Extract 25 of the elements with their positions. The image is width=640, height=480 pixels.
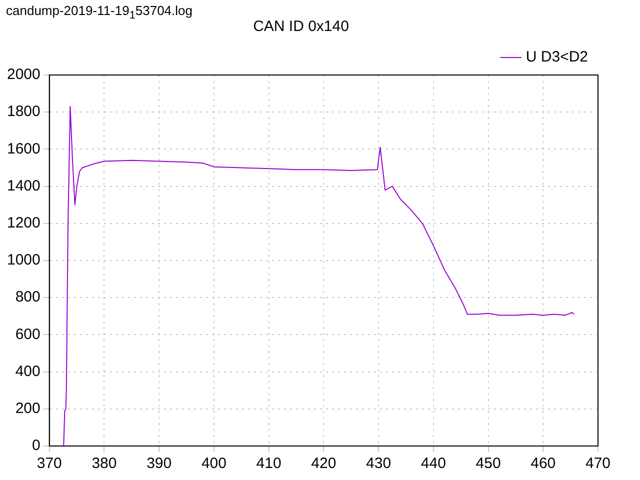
x-tick-label: 460 [530, 455, 556, 472]
x-tick-label: 390 [146, 455, 172, 472]
x-tick-label: 370 [36, 455, 62, 472]
y-tick-label: 400 [15, 362, 40, 380]
y-tick-label: 2000 [6, 66, 40, 84]
y-tick-label: 800 [15, 288, 40, 306]
y-tick-label: 1400 [6, 177, 40, 194]
y-tick-label: 1000 [6, 252, 40, 269]
y-tick-label: 1600 [6, 140, 40, 158]
legend-label: U D3<D2 [526, 48, 588, 66]
x-tick-label: 420 [311, 455, 336, 472]
y-tick-label: 1200 [6, 214, 40, 232]
x-tick-label: 470 [585, 455, 611, 472]
x-tick-label: 410 [256, 455, 282, 472]
x-tick-label: 380 [92, 455, 117, 472]
x-tick-label: 450 [476, 455, 501, 472]
x-tick-label: 440 [420, 455, 446, 472]
x-tick-label: 430 [366, 455, 392, 472]
y-tick-label: 200 [15, 400, 40, 418]
chart-title: CAN ID 0x140 [253, 18, 349, 36]
y-tick-label: 600 [15, 326, 40, 343]
x-tick-label: 400 [201, 455, 226, 472]
text: candump-2019-11-19$_{1}$53704.log [6, 3, 192, 22]
y-tick-label: 1800 [6, 103, 40, 120]
y-tick-label: 0 [32, 437, 40, 454]
